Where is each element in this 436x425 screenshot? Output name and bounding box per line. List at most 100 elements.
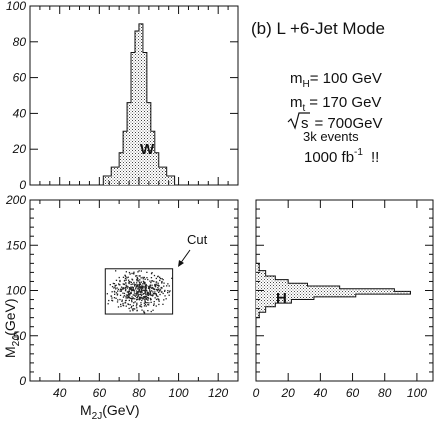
scatter-point: [111, 286, 114, 288]
scatter-point: [122, 292, 124, 294]
scatter-point: [144, 291, 146, 294]
scatter-point: [144, 292, 146, 294]
scatter-point: [128, 279, 130, 281]
top-mass: mt = 170 GeV: [290, 94, 381, 114]
scatter-point: [112, 282, 114, 285]
right-hist-bin: [256, 263, 260, 271]
scatter-point: [138, 293, 140, 296]
scatter-point: [126, 277, 128, 279]
top-hist-bin: [119, 152, 124, 185]
right-x-tick-label: 100: [407, 386, 427, 400]
scatter-point: [157, 276, 159, 278]
scatter-point: [139, 298, 141, 300]
scatter-point: [149, 291, 151, 293]
scatter-point: [127, 294, 129, 296]
scatter-point: [155, 295, 158, 297]
scatter-point: [155, 281, 158, 283]
top-hist-bin: [146, 102, 151, 185]
scatter-point: [125, 279, 127, 281]
scatter-point: [139, 279, 141, 281]
scatter-point: [161, 281, 163, 283]
scatter-point: [115, 284, 117, 286]
sqrt-symbol: [287, 112, 310, 130]
scatter-point: [129, 292, 131, 295]
top-axes: 0 20 40 60 80 100: [6, 0, 239, 192]
scatter-point: [130, 281, 132, 283]
scatter-point: [124, 302, 126, 304]
scatter-point: [126, 297, 128, 299]
scatter-point: [134, 298, 136, 300]
scatter-point: [133, 283, 135, 285]
scatter-point: [119, 298, 121, 301]
scatter-point: [132, 308, 135, 310]
scatter-point: [129, 287, 131, 289]
scatter-point: [119, 288, 122, 290]
scatter-point: [135, 305, 138, 307]
right-hist-bin: [256, 270, 266, 277]
scatter-point: [153, 274, 156, 277]
scatter-point: [146, 277, 148, 279]
scatter-point: [138, 270, 140, 272]
mode-title: (b) L +6-Jet Mode: [251, 19, 385, 38]
scatter-point: [127, 303, 130, 306]
scatter-point: [128, 282, 130, 284]
scatter-point: [148, 302, 150, 304]
scatter-point: [109, 284, 111, 286]
y-axis-title: M2J(GeV): [2, 298, 22, 358]
scatter-point: [168, 291, 170, 293]
scatter-point: [141, 285, 144, 287]
scatter-point: [137, 291, 139, 293]
scatter-point: [125, 284, 127, 286]
cut-label: Cut: [187, 232, 208, 247]
right-axes: 0 20 40 60 80 100: [253, 199, 433, 400]
main-x-tick-label: 60: [93, 386, 107, 400]
scatter-point: [130, 283, 132, 286]
scatter-point: [169, 290, 171, 292]
scatter-point: [159, 277, 162, 280]
scatter-point: [151, 290, 153, 292]
scatter-point: [139, 287, 141, 289]
scatter-point: [141, 297, 143, 299]
scatter-point: [114, 286, 116, 288]
scatter-point: [111, 299, 113, 301]
right-hist-bin: [256, 291, 411, 295]
scatter-point: [129, 304, 131, 306]
scatter-point: [131, 290, 133, 292]
scatter-point: [148, 304, 150, 306]
scatter-point: [161, 278, 163, 280]
scatter-point: [129, 281, 131, 283]
scatter-point: [134, 295, 136, 297]
scatter-point: [160, 291, 163, 293]
scatter-point: [140, 304, 142, 306]
main-x-tick-label: 100: [169, 386, 189, 400]
scatter-point: [145, 289, 147, 292]
scatter-point: [139, 290, 141, 292]
scatter-point: [118, 283, 120, 285]
scatter-point: [158, 300, 160, 302]
scatter-point: [138, 281, 141, 283]
scatter-point: [157, 285, 160, 287]
scatter-point: [133, 290, 135, 292]
scatter-point: [155, 283, 157, 285]
right-hist-bin: [256, 299, 292, 304]
scatter-point: [136, 275, 138, 277]
scatter-point: [128, 293, 130, 295]
right-hist-bin: [256, 283, 308, 286]
scatter-point: [145, 295, 147, 298]
right-hist-bin: [256, 288, 395, 292]
scatter-point: [125, 282, 127, 284]
main-x-tick-label: 120: [208, 386, 228, 400]
scatter-point: [151, 284, 153, 286]
scatter-point: [151, 295, 154, 297]
scatter-point: [125, 295, 127, 298]
scatter-point: [157, 287, 159, 289]
scatter-point: [155, 293, 157, 295]
scatter-point: [115, 297, 117, 299]
scatter-point: [146, 292, 148, 295]
scatter-point: [121, 300, 123, 302]
scatter-point: [131, 297, 134, 300]
scatter-point: [168, 285, 170, 287]
scatter-point: [144, 295, 146, 298]
scatter-point: [139, 286, 141, 288]
scatter-point: [149, 290, 151, 292]
